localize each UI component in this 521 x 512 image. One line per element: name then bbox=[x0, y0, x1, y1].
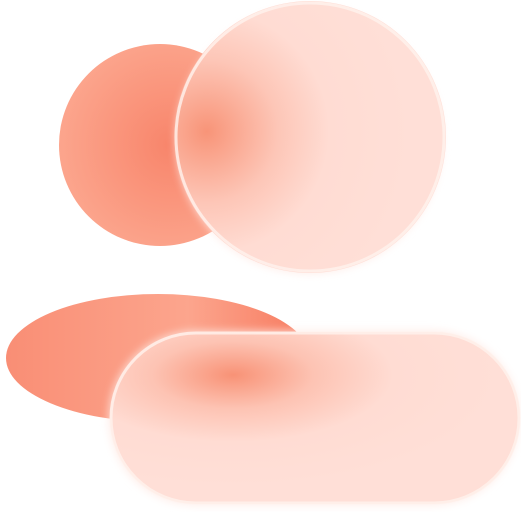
front-person-body bbox=[110, 332, 520, 504]
front-person-head bbox=[174, 1, 446, 273]
front-person bbox=[109, 1, 521, 505]
